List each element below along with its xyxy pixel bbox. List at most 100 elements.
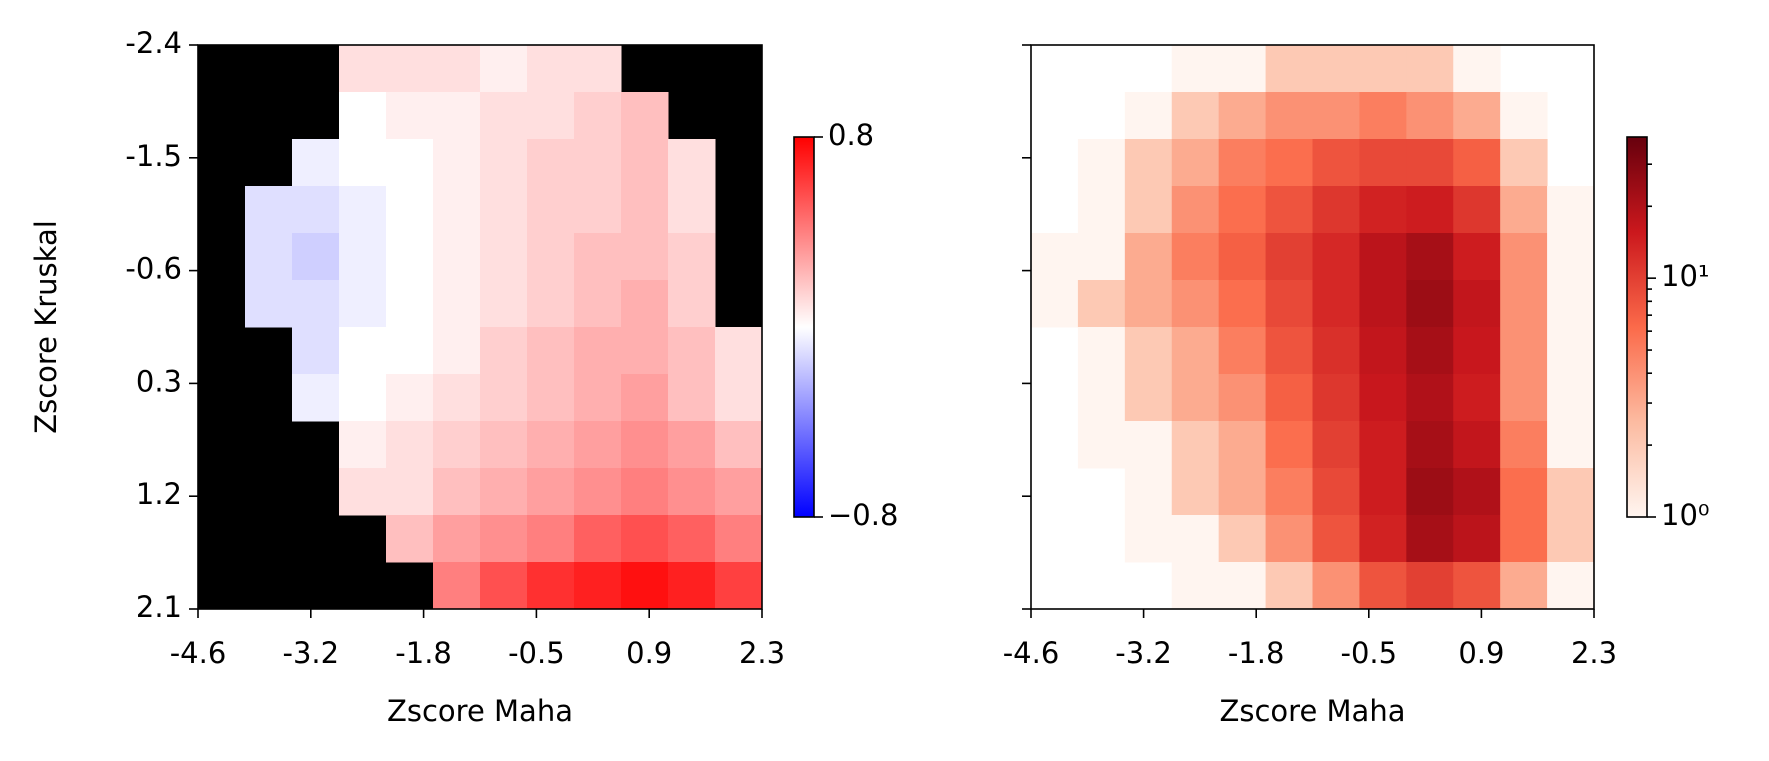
heatmap-cell <box>1171 562 1220 610</box>
heatmap-cell <box>1265 92 1313 140</box>
heatmap-cell <box>1171 92 1220 140</box>
heatmap-cell <box>1218 515 1267 563</box>
heatmap-cell <box>621 92 669 140</box>
heatmap-cell <box>574 45 622 93</box>
heatmap-cell <box>1265 468 1313 516</box>
heatmap-cell <box>433 186 481 234</box>
heatmap-cell <box>527 327 575 375</box>
heatmap-cell <box>1359 421 1407 469</box>
heatmap-cell <box>339 186 387 234</box>
heatmap-cell <box>386 374 434 422</box>
heatmap-cell <box>574 562 622 610</box>
heatmap-cell <box>245 233 293 281</box>
heatmap-cell <box>1406 186 1454 234</box>
heatmap-cell <box>1359 139 1407 187</box>
heatmap-cell <box>527 92 575 140</box>
heatmap-cell <box>433 374 481 422</box>
heatmap-cell <box>668 421 716 469</box>
heatmap-cell <box>339 280 387 328</box>
heatmap-cell <box>386 468 434 516</box>
heatmap-cell <box>1265 421 1313 469</box>
heatmap-cell <box>1359 233 1407 281</box>
heatmap-cell <box>1453 45 1501 93</box>
heatmap-cell <box>621 421 669 469</box>
heatmap-cell <box>1453 280 1501 328</box>
heatmap-cell <box>1124 421 1173 469</box>
heatmap-cell <box>1171 45 1220 93</box>
x-tick-label: 2.3 <box>1571 636 1617 670</box>
heatmap-cell <box>433 421 481 469</box>
heatmap-cell <box>527 45 575 93</box>
x-tick-label: 0.9 <box>626 636 672 670</box>
x-tick-label: -0.5 <box>1341 636 1398 670</box>
heatmap-cell <box>1171 280 1220 328</box>
heatmap-cell <box>1218 327 1267 375</box>
heatmap-cell <box>1453 327 1501 375</box>
heatmap-cell <box>527 186 575 234</box>
heatmap-cell <box>1218 374 1267 422</box>
x-axis-label: Zscore Maha <box>387 694 573 728</box>
heatmap-cell <box>1359 92 1407 140</box>
heatmap-cell <box>1124 280 1173 328</box>
x-tick-label: -1.8 <box>395 636 452 670</box>
heatmap-cell <box>1359 562 1407 610</box>
heatmap-cell <box>1500 280 1548 328</box>
heatmap-cell <box>1124 327 1173 375</box>
colorbar-tick-label: 10¹ <box>1661 259 1710 293</box>
heatmap-cell <box>1218 139 1267 187</box>
heatmap-cell <box>339 233 387 281</box>
heatmap-cell <box>1547 421 1595 469</box>
colorbar-tick-label: −0.8 <box>828 498 898 532</box>
colorbar-frame <box>1626 136 1648 518</box>
heatmap-cell <box>574 515 622 563</box>
heatmap-cell <box>1453 186 1501 234</box>
heatmap-cell <box>433 468 481 516</box>
heatmap-cell <box>433 280 481 328</box>
heatmap-cell <box>1547 233 1595 281</box>
heatmap-cell <box>621 374 669 422</box>
heatmap-cell <box>339 421 387 469</box>
heatmap-cell <box>1218 421 1267 469</box>
heatmap-cell <box>621 468 669 516</box>
heatmap-cell <box>1547 515 1595 563</box>
heatmap-cell <box>621 327 669 375</box>
heatmap-cell <box>1453 515 1501 563</box>
heatmap-cell <box>1312 515 1360 563</box>
heatmap-cell <box>292 280 340 328</box>
heatmap-cell <box>1124 186 1173 234</box>
heatmap-cell <box>621 233 669 281</box>
heatmap-cell <box>574 327 622 375</box>
heatmap-cell <box>1453 139 1501 187</box>
heatmap-cell <box>527 280 575 328</box>
heatmap-cell <box>1547 280 1595 328</box>
heatmap-cell <box>1359 515 1407 563</box>
heatmap-cell <box>574 139 622 187</box>
heatmap-cell <box>1265 562 1313 610</box>
heatmap-cell <box>386 327 434 375</box>
heatmap-cell <box>574 374 622 422</box>
x-tick-label: -1.8 <box>1228 636 1285 670</box>
heatmap-cell <box>1124 515 1173 563</box>
heatmap-cell <box>668 233 716 281</box>
heatmap-cell <box>480 327 528 375</box>
x-tick-label: -3.2 <box>283 636 340 670</box>
heatmap-cell <box>1359 374 1407 422</box>
heatmap-cell <box>527 233 575 281</box>
heatmap-cell <box>1171 139 1220 187</box>
heatmap-cell <box>1547 468 1595 516</box>
heatmap-cell <box>433 327 481 375</box>
heatmap-cell <box>1312 139 1360 187</box>
heatmap-cell <box>715 515 763 563</box>
heatmap-cell <box>527 374 575 422</box>
heatmap-cell <box>574 92 622 140</box>
heatmap-cell <box>245 280 293 328</box>
colorbar-frame <box>793 136 815 518</box>
heatmap-cell <box>245 186 293 234</box>
heatmap-cell <box>621 515 669 563</box>
heatmap-cell <box>668 562 716 610</box>
heatmap-cell <box>1406 45 1454 93</box>
x-tick-label: 2.3 <box>739 636 785 670</box>
heatmap-cell <box>386 233 434 281</box>
heatmap-cell <box>480 562 528 610</box>
y-tick-label: 1.2 <box>136 477 182 511</box>
